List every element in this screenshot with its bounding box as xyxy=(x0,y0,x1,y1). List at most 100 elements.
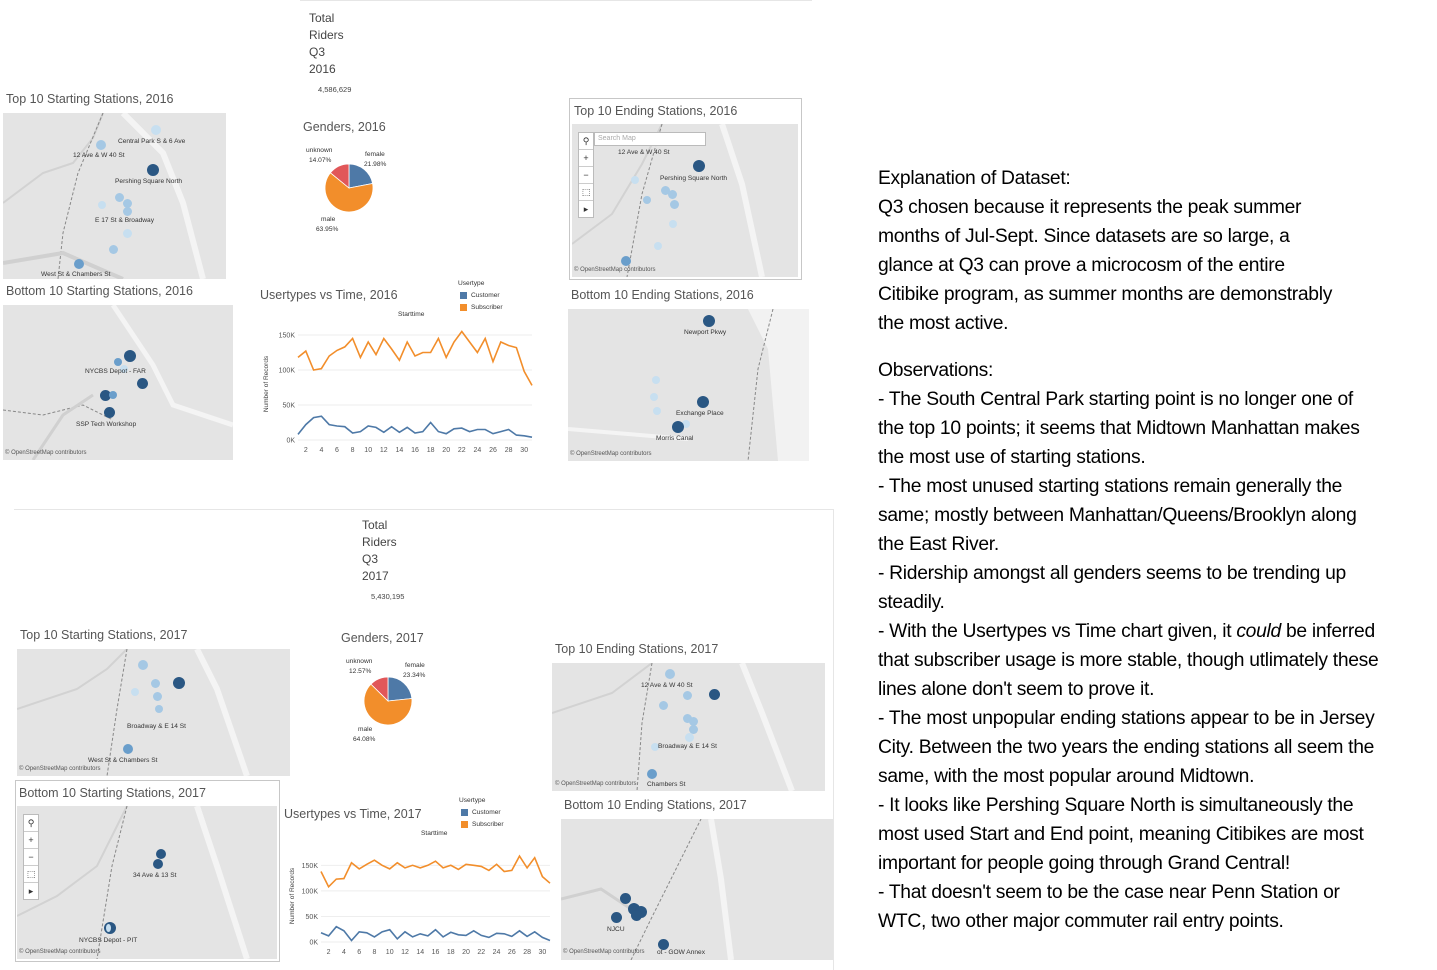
pie-slice-female[interactable] xyxy=(387,676,413,702)
pie-slice-unknown[interactable] xyxy=(370,676,389,702)
map-point[interactable] xyxy=(138,660,148,670)
mid-divider xyxy=(14,509,834,510)
map-point[interactable] xyxy=(685,733,694,742)
map-roads xyxy=(552,663,795,791)
top-end-2016-map[interactable]: Search Map ⚲ + − ⬚ ▸ 12 Ave & W 40 St Pe… xyxy=(572,124,798,277)
map-point[interactable] xyxy=(631,176,639,184)
map-point[interactable] xyxy=(147,164,159,176)
x-tick-label: 8 xyxy=(372,949,376,956)
y-tick-label: 0K xyxy=(309,940,318,947)
map-point[interactable] xyxy=(109,245,118,254)
bottom-end-2017-map[interactable]: NJCU ot - GOW Annex © OpenStreetMap cont… xyxy=(561,819,833,960)
map-point[interactable] xyxy=(643,196,651,204)
map-point[interactable] xyxy=(123,199,132,208)
map-search-input[interactable]: Search Map xyxy=(594,132,706,146)
map-point[interactable] xyxy=(651,743,659,751)
map-point[interactable] xyxy=(151,125,161,135)
map-point[interactable] xyxy=(697,396,709,408)
observation-line: the top 10 points; it seems that Midtown… xyxy=(878,418,1360,439)
expand-arrow-icon[interactable]: ▸ xyxy=(28,886,34,896)
map-point[interactable] xyxy=(631,910,642,921)
map-point[interactable] xyxy=(647,769,657,779)
map-point[interactable] xyxy=(109,391,117,399)
map-point[interactable] xyxy=(137,378,148,389)
zoom-out-button[interactable]: − xyxy=(579,167,593,184)
observation-line: lines alone don't seem to prove it. xyxy=(878,679,1155,700)
map-point[interactable] xyxy=(683,691,692,700)
map-point[interactable] xyxy=(104,407,115,418)
pie-slice-female[interactable] xyxy=(348,163,374,189)
map-point[interactable] xyxy=(672,421,684,433)
map-point[interactable] xyxy=(693,160,705,172)
map-point[interactable] xyxy=(689,725,698,734)
observation-line: same, with the most popular around Midto… xyxy=(878,766,1255,787)
series-line-customer[interactable] xyxy=(320,925,551,942)
map-point[interactable] xyxy=(658,939,669,950)
map-point[interactable] xyxy=(153,692,162,701)
search-icon[interactable]: ⚲ xyxy=(579,133,593,150)
map-point[interactable] xyxy=(123,207,132,216)
series-line-customer[interactable] xyxy=(297,415,533,438)
zoom-in-button[interactable]: + xyxy=(24,832,38,849)
map-point[interactable] xyxy=(611,912,622,923)
map-point[interactable] xyxy=(98,201,106,209)
bottom-start-2017-map[interactable]: ⚲ + − ⬚ ▸ 34 Ave & 13 St NYCBS Depot - P… xyxy=(17,806,277,959)
map-point[interactable] xyxy=(156,849,166,859)
selection-icon[interactable]: ⬚ xyxy=(579,184,593,201)
map-point[interactable] xyxy=(173,677,185,689)
search-icon[interactable]: ⚲ xyxy=(24,815,38,832)
map-point[interactable] xyxy=(650,393,658,401)
top-start-2017-map[interactable]: Broadway & E 14 St West St & Chambers St xyxy=(17,649,290,776)
map-point[interactable] xyxy=(665,669,675,679)
map-point[interactable] xyxy=(682,420,690,428)
map-point[interactable] xyxy=(654,242,662,250)
map-point[interactable] xyxy=(652,376,660,384)
zoom-in-button[interactable]: + xyxy=(579,150,593,167)
pie-slice-unknown[interactable] xyxy=(329,163,350,189)
x-tick-label: 6 xyxy=(335,447,339,454)
bottom-start-2016-map[interactable]: NYCBS Depot - FAR SSP Tech Workshop © Op… xyxy=(3,305,233,460)
map-point[interactable] xyxy=(689,717,698,726)
map-point[interactable] xyxy=(123,744,133,754)
map-point[interactable] xyxy=(115,193,124,202)
map-point[interactable] xyxy=(114,358,122,366)
station-label: Pershing Square North xyxy=(660,175,728,182)
map-point[interactable] xyxy=(100,390,111,401)
map-point[interactable] xyxy=(703,315,715,327)
observation-line: most used Start and End point, meaning C… xyxy=(878,824,1364,845)
map-point[interactable] xyxy=(653,407,661,415)
map-point[interactable] xyxy=(683,714,692,723)
map-point[interactable] xyxy=(620,893,631,904)
bottom-end-2016-map[interactable]: Newport Pkwy Exchange Place Morris Canal… xyxy=(568,309,809,461)
map-point[interactable] xyxy=(123,229,132,238)
map-point[interactable] xyxy=(74,259,84,269)
top-end-2017-map[interactable]: 12 Ave & W 40 St Broadway & E 14 St Cham… xyxy=(552,663,825,791)
map-point[interactable] xyxy=(661,186,670,195)
expand-arrow-icon[interactable]: ▸ xyxy=(583,204,589,214)
map-point[interactable] xyxy=(106,924,111,932)
map-point[interactable] xyxy=(669,220,677,228)
selection-icon[interactable]: ⬚ xyxy=(24,866,38,883)
series-line-subscriber[interactable] xyxy=(320,854,551,889)
map-point[interactable] xyxy=(670,200,679,209)
map-point[interactable] xyxy=(151,679,160,688)
y-tick-label: 50K xyxy=(283,403,296,410)
map-point[interactable] xyxy=(659,701,668,710)
series-line-subscriber[interactable] xyxy=(297,330,533,386)
pie-slice-male[interactable] xyxy=(363,683,413,726)
map-point[interactable] xyxy=(621,256,631,266)
zoom-out-button[interactable]: − xyxy=(24,849,38,866)
map-point[interactable] xyxy=(120,365,128,373)
map-point[interactable] xyxy=(155,705,163,713)
map-point[interactable] xyxy=(124,350,136,362)
x-tick-label: 20 xyxy=(462,949,470,956)
pie-slice-male[interactable] xyxy=(324,172,374,213)
map-point[interactable] xyxy=(96,140,106,150)
map-point[interactable] xyxy=(709,689,720,700)
osm-credit: © OpenStreetMap contributors xyxy=(574,267,656,273)
map-point[interactable] xyxy=(153,859,163,869)
map-point[interactable] xyxy=(131,688,139,696)
top-start-2016-map[interactable]: Central Park S & 6 Ave 12 Ave & W 40 St … xyxy=(3,113,226,279)
map-point[interactable] xyxy=(668,190,677,199)
